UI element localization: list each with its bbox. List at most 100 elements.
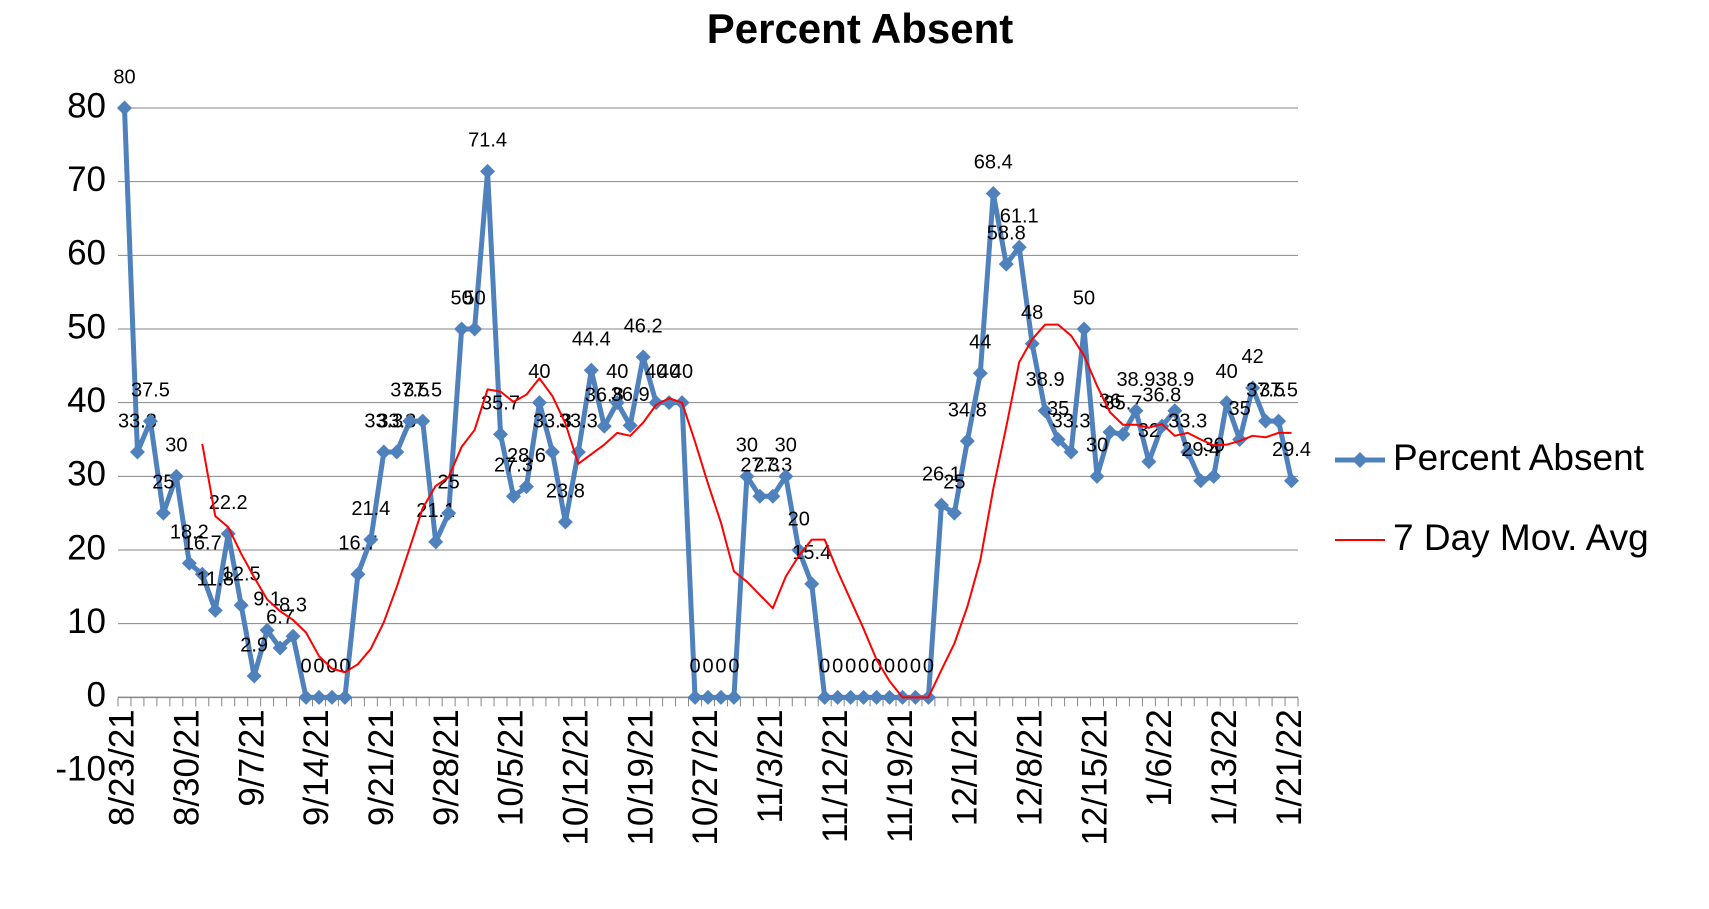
data-point: [142, 413, 158, 429]
data-label: 0: [715, 656, 726, 678]
data-label: 33.3: [118, 410, 157, 432]
data-label: 35: [1229, 398, 1251, 420]
y-tick-label: 20: [67, 528, 106, 567]
data-label: 0: [910, 656, 921, 678]
data-point: [869, 689, 885, 705]
data-point: [350, 566, 366, 582]
data-label: 32: [1138, 420, 1160, 442]
data-point: [1050, 432, 1066, 447]
data-point: [687, 689, 703, 705]
data-label: 37.5: [1246, 379, 1285, 401]
x-tick-label: 12/8/21: [1010, 709, 1049, 826]
series-line: [201, 323, 1292, 699]
data-label: 0: [858, 656, 869, 678]
data-label: 38.9: [1155, 369, 1194, 391]
data-label: 33.3: [1168, 410, 1207, 432]
data-label: 35: [1047, 398, 1069, 420]
data-point: [168, 468, 184, 484]
data-point: [1102, 424, 1118, 440]
data-point: [1076, 321, 1092, 337]
data-point: [1037, 403, 1053, 419]
data-point: [765, 488, 781, 504]
data-point: [454, 321, 470, 337]
data-point: [1128, 403, 1144, 419]
data-label: 0: [728, 656, 739, 678]
data-label: 50: [1073, 287, 1095, 309]
data-point: [1180, 444, 1196, 460]
y-tick-label: 60: [67, 234, 106, 273]
data-point: [1271, 413, 1287, 429]
data-point: [493, 426, 509, 442]
data-point: [1258, 413, 1274, 429]
x-tick-label: 8/23/21: [103, 709, 142, 826]
data-label: 0: [689, 656, 700, 678]
y-tick-label: 70: [67, 160, 106, 199]
data-label: 50: [463, 287, 485, 309]
y-tick-label: 0: [87, 676, 106, 715]
data-label: 40: [645, 361, 667, 383]
x-tick-label: 11/3/21: [751, 709, 790, 823]
data-point: [700, 689, 716, 705]
data-point: [1284, 473, 1300, 489]
y-tick-label: -10: [55, 749, 106, 788]
data-point: [985, 185, 1001, 201]
data-label: 21.4: [351, 498, 390, 520]
data-point: [596, 418, 612, 434]
data-label: 80: [113, 66, 135, 88]
data-point: [791, 542, 807, 558]
x-tick-label: 9/7/21: [232, 709, 271, 806]
data-point: [959, 433, 975, 449]
data-label: 27.3: [753, 455, 792, 477]
x-tick-label: 12/15/21: [1075, 709, 1114, 845]
data-point: [648, 395, 664, 411]
data-point: [882, 689, 898, 705]
data-label: 40: [606, 361, 628, 383]
data-label: 0: [871, 656, 882, 678]
data-point: [830, 689, 846, 705]
data-label: 48: [1021, 302, 1043, 324]
data-label: 42: [1241, 346, 1263, 368]
data-point: [778, 468, 794, 484]
x-tick-label: 11/19/21: [881, 709, 920, 843]
data-point: [1232, 432, 1248, 447]
data-point: [376, 444, 392, 460]
data-point: [467, 321, 483, 337]
data-point: [311, 689, 327, 705]
data-label: 15.4: [792, 542, 831, 564]
data-point: [1154, 418, 1170, 434]
x-tick-label: 10/27/21: [686, 709, 725, 845]
data-point: [480, 163, 496, 179]
x-tick-label: 10/19/21: [621, 709, 660, 845]
data-point: [609, 395, 625, 411]
data-label: 0: [923, 656, 934, 678]
data-label: 12.5: [222, 564, 261, 586]
data-label: 0: [884, 656, 895, 678]
data-point: [116, 100, 132, 116]
data-label: 36.9: [611, 384, 650, 406]
data-label: 37.5: [131, 379, 170, 401]
data-label: 30: [1086, 435, 1108, 457]
data-label: 30: [775, 435, 797, 457]
data-point: [518, 479, 534, 495]
data-label: 30: [736, 435, 758, 457]
legend-marker: [1352, 452, 1368, 468]
chart-title: Percent Absent: [707, 5, 1014, 52]
data-label: 35.7: [481, 393, 520, 415]
data-label: 28.6: [507, 445, 546, 467]
data-label: 0: [300, 656, 311, 678]
data-point: [129, 444, 145, 460]
data-label: 40: [658, 361, 680, 383]
data-label: 33.3: [1052, 410, 1091, 432]
data-label: 25: [152, 471, 174, 493]
y-tick-label: 40: [67, 381, 106, 420]
data-label: 29.4: [1272, 439, 1311, 461]
data-label: 8.3: [279, 594, 307, 616]
data-label: 36.8: [1142, 385, 1181, 407]
data-label: 26.1: [922, 463, 961, 485]
data-point: [739, 468, 755, 484]
data-point: [557, 514, 573, 530]
data-point: [531, 395, 547, 411]
data-point: [713, 689, 729, 705]
data-point: [298, 689, 314, 705]
data-label: 20: [788, 508, 810, 530]
